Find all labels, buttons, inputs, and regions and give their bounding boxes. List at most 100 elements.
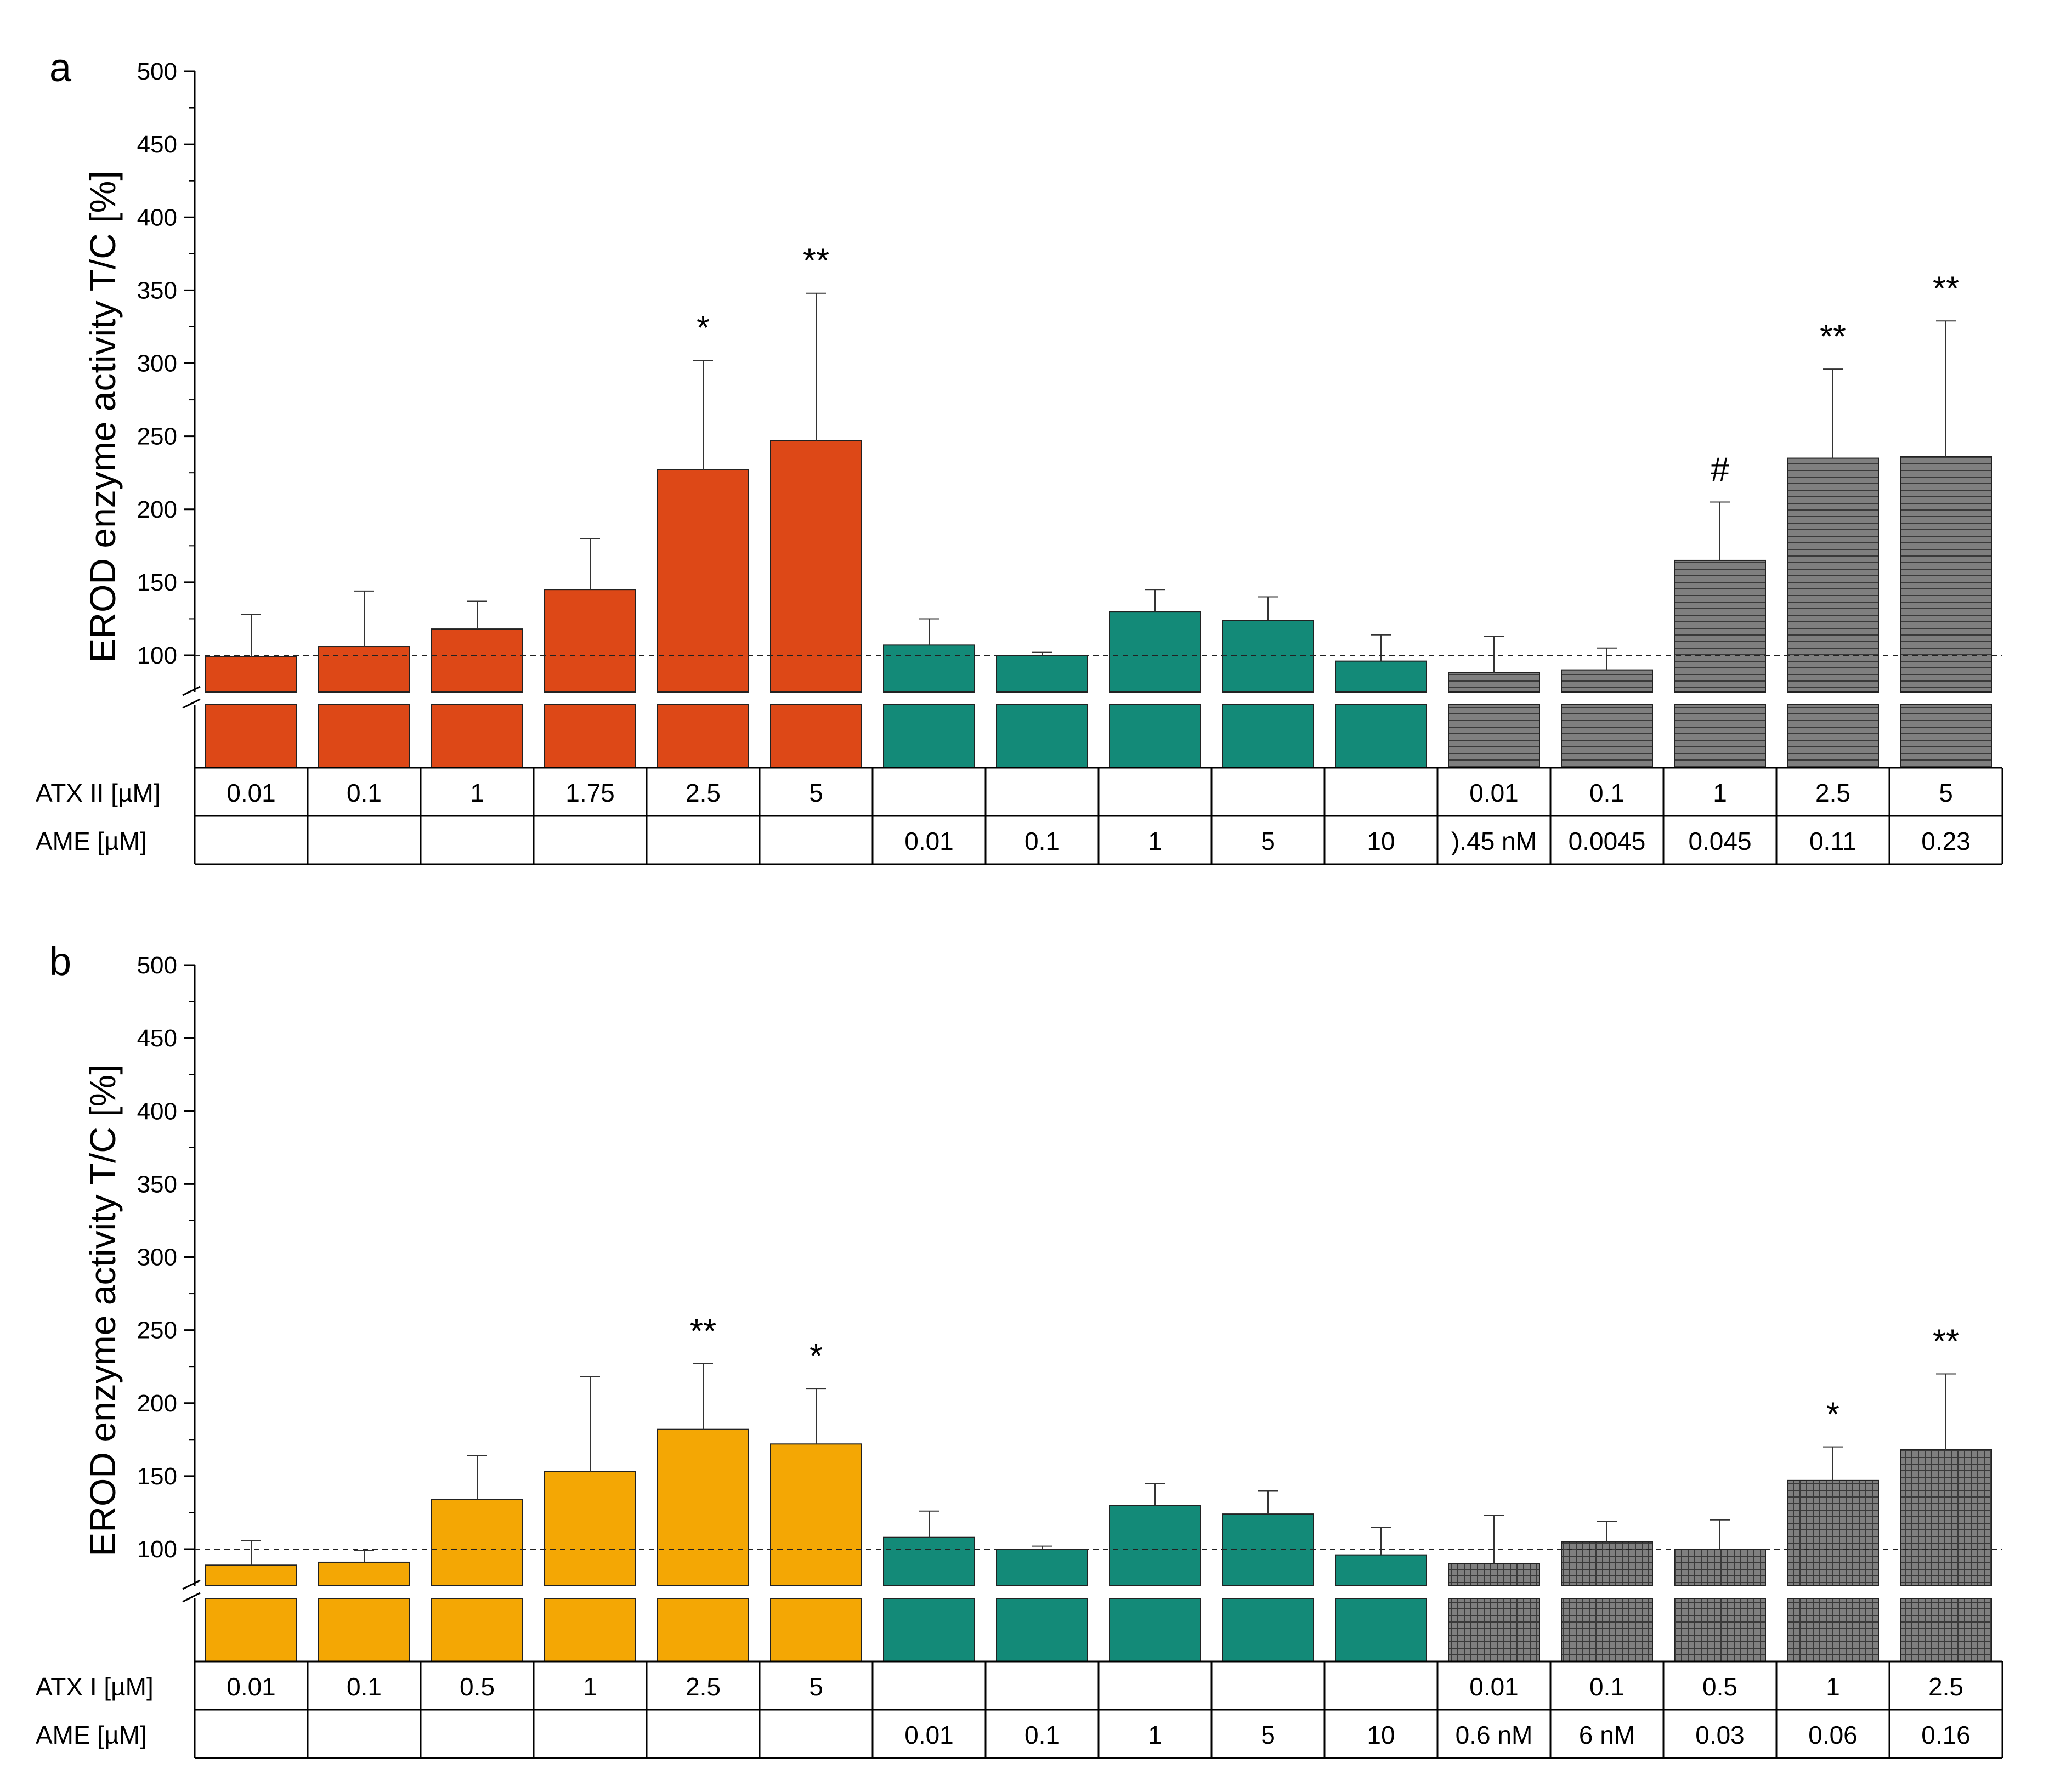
bar-lower [883,704,975,768]
table-cell: 0.1 [347,1672,382,1701]
bar [1109,1505,1201,1586]
bar-lower [1222,1598,1314,1662]
table-cell: 0.1 [1024,1721,1060,1749]
table-cell: 10 [1367,827,1395,855]
significance-label: # [1711,451,1730,489]
y-tick-label: 500 [137,58,177,85]
axis-break-mark [182,685,201,696]
bar [657,469,749,693]
bar [1448,1563,1540,1586]
table-cell: 0.11 [1809,827,1856,855]
bar-lower [1448,1598,1540,1662]
table-row-label: AME [µM] [36,1721,147,1749]
y-tick-label: 150 [137,1463,177,1490]
significance-label: * [810,1337,823,1375]
table-cell: 0.03 [1695,1721,1745,1749]
bar-lower [657,704,749,768]
panel-letter: b [49,940,71,984]
bar [205,656,297,693]
y-tick-label: 200 [137,496,177,523]
significance-label: ** [690,1313,716,1351]
bar-lower [1674,704,1766,768]
table-cell: 0.6 nM [1456,1721,1533,1749]
bar-lower [1787,704,1879,768]
bar [996,1549,1088,1586]
bar [544,589,636,693]
bar-lower [1222,704,1314,768]
table-cell: 5 [1261,1721,1275,1749]
table-cell: ).45 nM [1451,827,1537,855]
table-cell: 0.5 [1702,1672,1737,1701]
y-tick-label: 100 [137,1536,177,1563]
bar-lower [318,1598,410,1662]
table-cell: 1 [1826,1672,1840,1701]
bar-lower [544,1598,636,1662]
significance-label: * [697,309,710,347]
bar [1900,1449,1992,1586]
table-cell: 1.75 [565,779,615,807]
bar [318,646,410,693]
bar [1787,457,1879,693]
bar-lower [1900,1598,1992,1662]
table-cell: 0.045 [1688,827,1751,855]
bar [544,1471,636,1586]
bar [770,1443,862,1587]
table-row-label: ATX II [µM] [36,779,161,807]
table-cell: 0.01 [904,1721,954,1749]
table-cell: 0.1 [1024,827,1060,855]
y-tick-label: 350 [137,277,177,304]
bar [657,1428,749,1587]
bar [996,655,1088,693]
significance-label: ** [1820,318,1846,356]
table-cell: 1 [1713,779,1727,807]
table-cell: 1 [1148,827,1162,855]
panel-letter: a [49,46,72,90]
y-tick-label: 300 [137,1244,177,1271]
y-tick-label: 250 [137,423,177,450]
table-cell: 0.01 [227,779,276,807]
panel-b-chart: b EROD enzyme activity T/C [%] 100 150 200 25… [36,940,2003,1759]
bar [1561,669,1653,693]
table-cell: 0.01 [904,827,954,855]
table-cell: 0.1 [347,779,382,807]
table-cell: 0.1 [1589,1672,1625,1701]
bar-lower [883,1598,975,1662]
significance-label: ** [1933,270,1959,308]
bar [883,644,975,693]
bar [1561,1541,1653,1586]
bar-lower [1674,1598,1766,1662]
bar-lower [657,1598,749,1662]
axis-break-mark [182,1592,201,1603]
significance-label: ** [803,242,829,280]
bar-lower [1561,704,1653,768]
bar-lower [431,1598,523,1662]
y-tick-label: 500 [137,952,177,979]
table-cell: 1 [1148,1721,1162,1749]
bar [1335,1554,1427,1586]
table-cell: 5 [809,1672,823,1701]
y-tick-label: 200 [137,1390,177,1417]
bar-lower [318,704,410,768]
y-tick-label: 400 [137,204,177,231]
bar-lower [770,704,862,768]
table-cell: 6 nM [1579,1721,1635,1749]
bar [205,1564,297,1587]
table-cell: 0.1 [1589,779,1625,807]
bar [1222,620,1314,693]
y-tick-label: 350 [137,1171,177,1198]
table-cell: 1 [470,779,484,807]
axis-break-mark [182,698,201,709]
bar [770,440,862,693]
bar-lower [1561,1598,1653,1662]
bar-lower [1109,1598,1201,1662]
bar-lower [431,704,523,768]
bar-lower [1335,1598,1427,1662]
y-tick-label: 450 [137,1025,177,1052]
bar [1674,559,1766,693]
y-tick-label: 400 [137,1098,177,1125]
table-cell: 0.01 [227,1672,276,1701]
axis-break-mark [182,1579,201,1590]
table-row-label: AME [µM] [36,827,147,855]
bar [1900,456,1992,693]
